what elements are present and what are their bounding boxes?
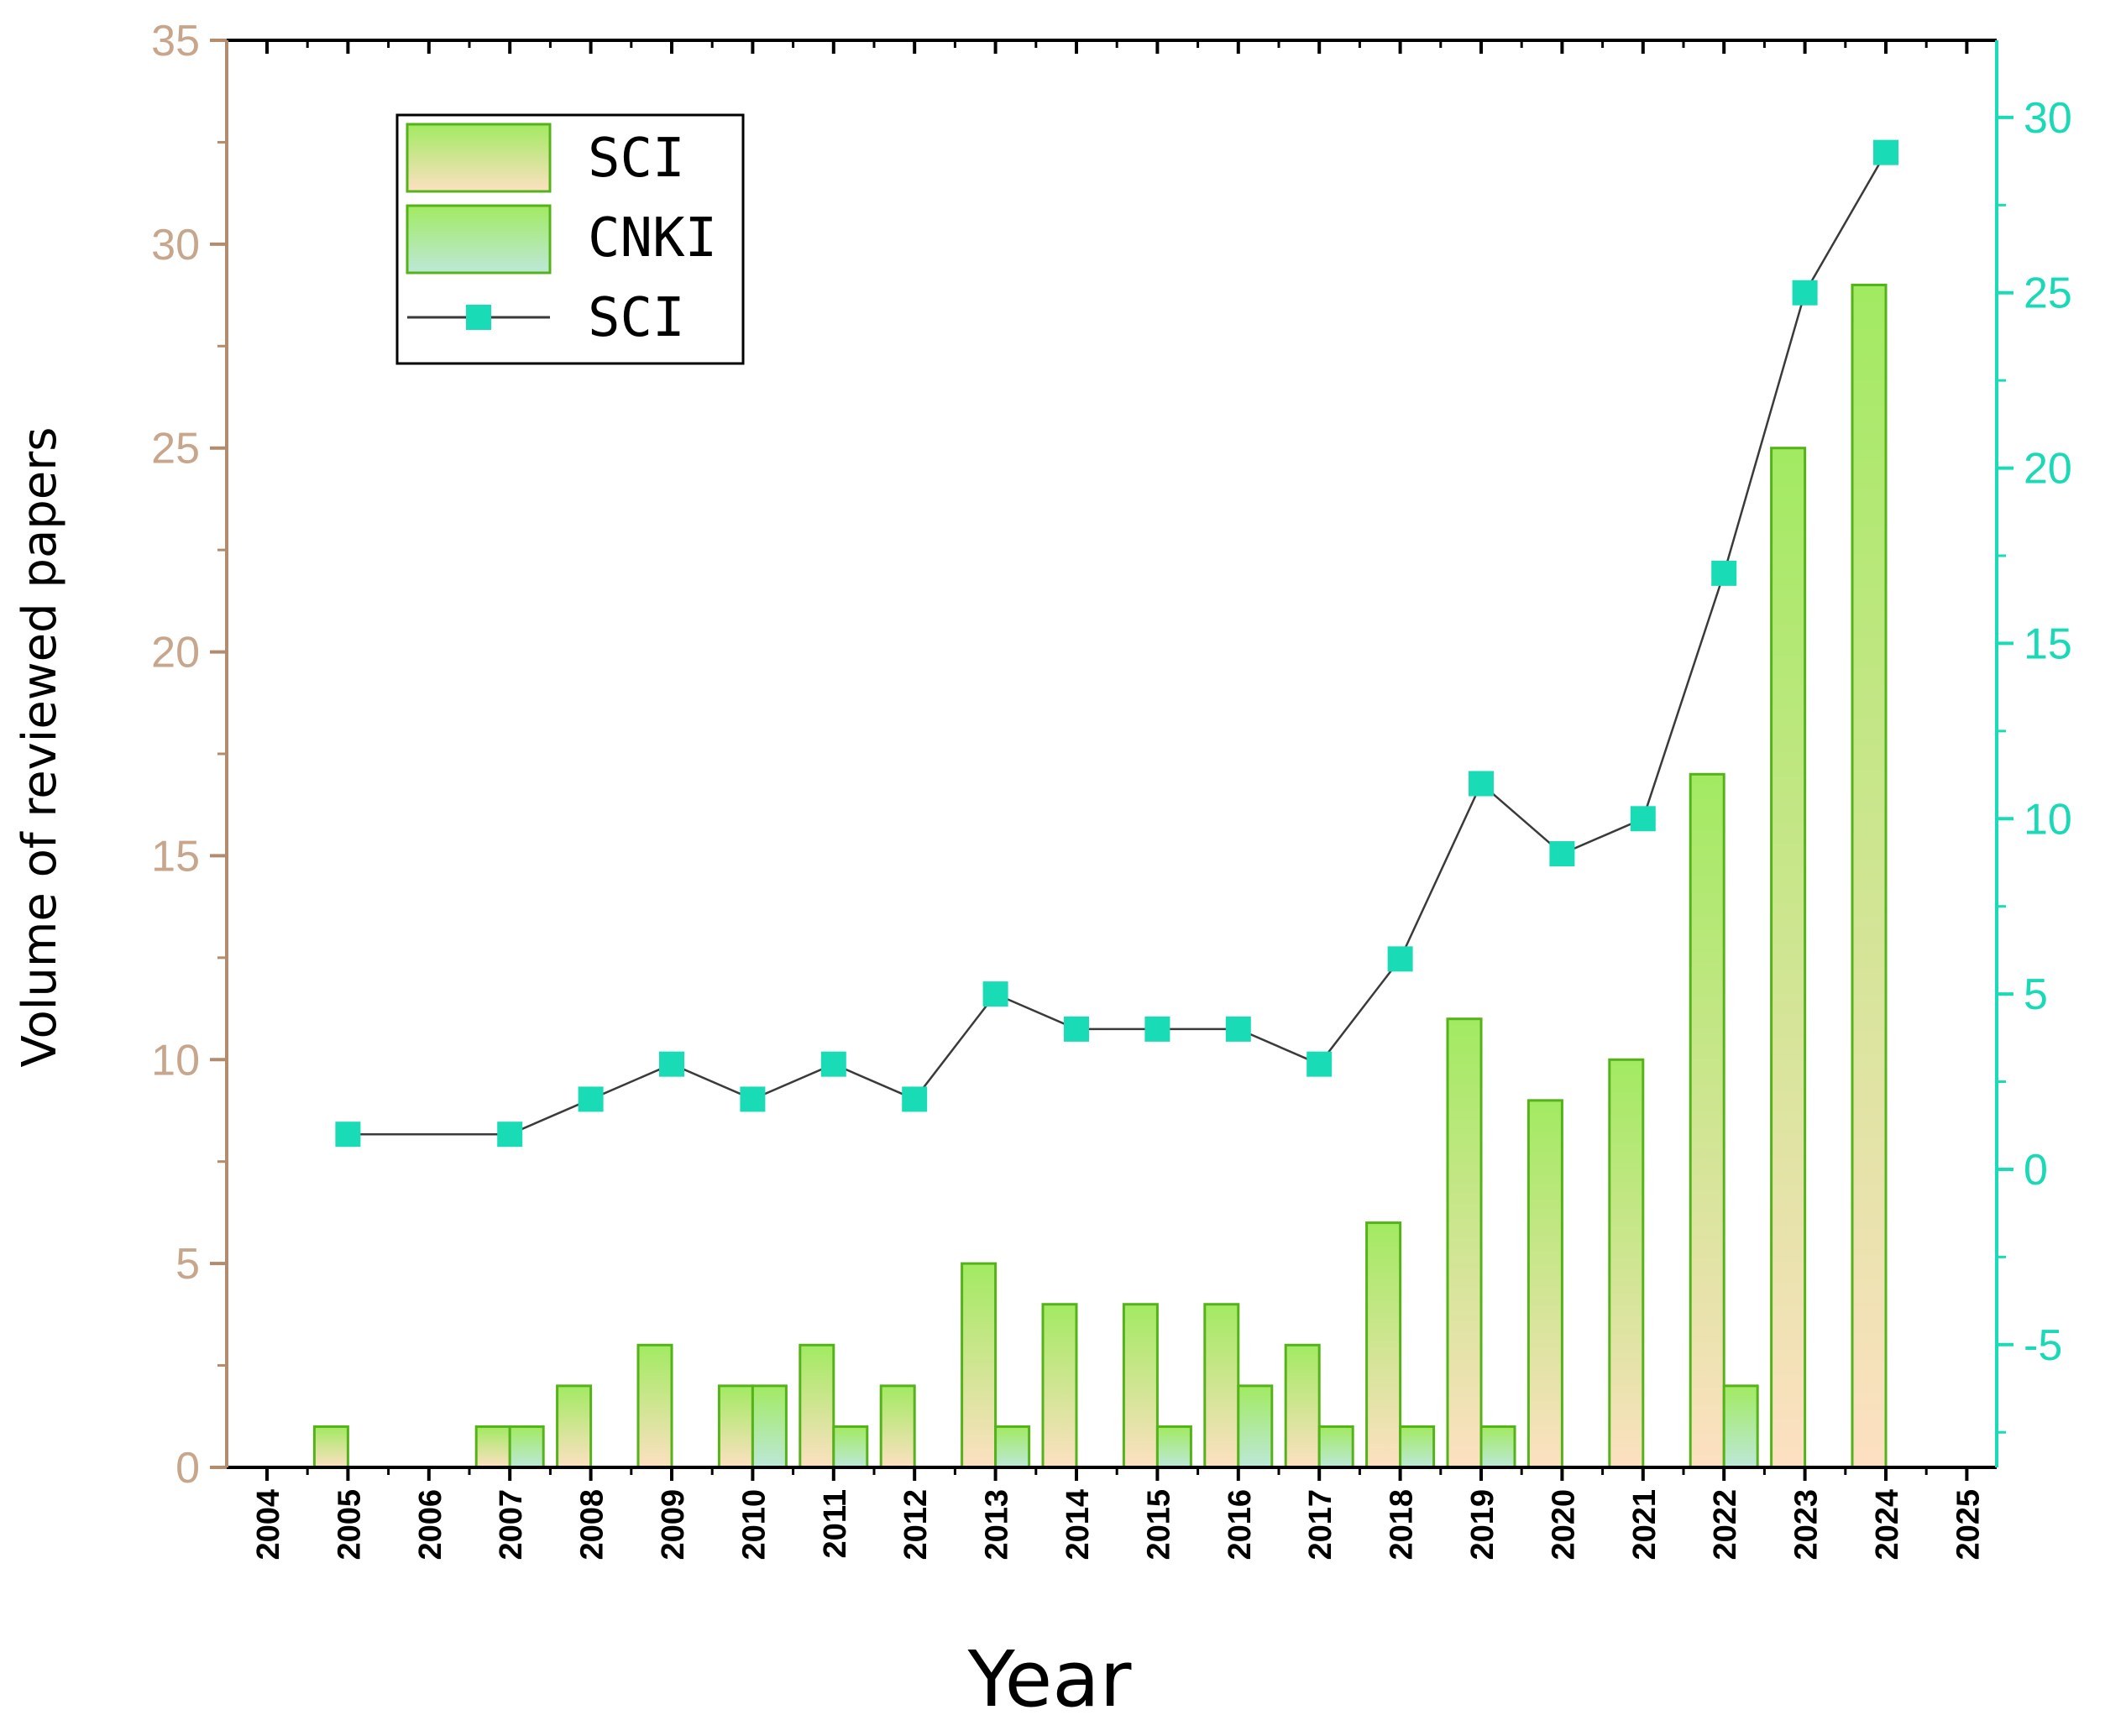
marker-sci-2014 <box>1064 1016 1089 1042</box>
x-axis-title: Year <box>967 1634 1132 1724</box>
bar-sci-2021 <box>1608 1058 1645 1469</box>
bar-cnki-2022 <box>1722 1384 1759 1469</box>
bar-sci-2018 <box>1365 1221 1402 1469</box>
x-tick-label-2021: 2021 <box>1627 1489 1663 1561</box>
bar-cnki-2011 <box>832 1425 869 1469</box>
y2-tick-label-20: 20 <box>2024 445 2072 494</box>
legend: SCI CNKI SCI <box>395 113 745 365</box>
bar-sci-2020 <box>1526 1099 1563 1469</box>
legend-label-cnki-bar: CNKI <box>588 207 717 269</box>
marker-sci-2016 <box>1225 1016 1251 1042</box>
marker-sci-2013 <box>982 981 1008 1007</box>
y-tick-label-15: 15 <box>151 832 200 881</box>
bar-cnki-2007 <box>508 1425 545 1469</box>
marker-sci-2015 <box>1144 1016 1170 1042</box>
x-tick-label-2008: 2008 <box>575 1489 610 1561</box>
legend-label-sci-line: SCI <box>588 287 685 349</box>
bar-cnki-2010 <box>751 1384 788 1469</box>
y2-tick-label--5: -5 <box>2024 1321 2062 1370</box>
y-tick-label-20: 20 <box>151 629 200 677</box>
y-axis-title: Volume of reviewed papers <box>13 427 67 1068</box>
x-tick-label-2022: 2022 <box>1708 1489 1743 1561</box>
marker-sci-2008 <box>578 1086 604 1112</box>
legend-swatch-sci-marker <box>466 305 491 330</box>
y-tick-label-25: 25 <box>151 425 200 473</box>
y-tick-label-30: 30 <box>151 221 200 269</box>
bar-cnki-2017 <box>1317 1425 1354 1469</box>
x-tick-label-2005: 2005 <box>332 1489 367 1561</box>
x-tick-label-2016: 2016 <box>1223 1489 1258 1561</box>
marker-sci-2023 <box>1792 280 1818 306</box>
x-tick-label-2018: 2018 <box>1385 1489 1420 1561</box>
marker-sci-2020 <box>1549 841 1575 867</box>
bar-sci-2014 <box>1041 1303 1078 1469</box>
x-tick-label-2025: 2025 <box>1951 1489 1986 1561</box>
y-tick-label-5: 5 <box>175 1240 200 1289</box>
bar-sci-2013 <box>961 1262 998 1469</box>
x-tick-label-2004: 2004 <box>251 1489 286 1561</box>
marker-sci-2005 <box>335 1122 361 1148</box>
x-tick-label-2023: 2023 <box>1789 1489 1825 1561</box>
y2-tick-label-10: 10 <box>2024 795 2072 844</box>
x-tick-label-2012: 2012 <box>898 1489 934 1561</box>
y-tick-label-35: 35 <box>151 17 200 65</box>
marker-sci-2009 <box>659 1051 684 1077</box>
bar-sci-2008 <box>556 1384 593 1469</box>
y-tick-label-10: 10 <box>151 1036 200 1085</box>
marker-sci-2024 <box>1873 139 1898 165</box>
bar-cnki-2016 <box>1237 1384 1274 1469</box>
bar-cnki-2013 <box>994 1425 1031 1469</box>
bar-sci-2009 <box>636 1343 673 1469</box>
marker-sci-2019 <box>1469 771 1494 797</box>
x-tick-label-2014: 2014 <box>1060 1489 1096 1561</box>
legend-swatch-cnki-bar <box>406 204 552 275</box>
x-tick-label-2009: 2009 <box>656 1489 691 1561</box>
x-tick-label-2006: 2006 <box>413 1489 448 1561</box>
marker-sci-2018 <box>1387 946 1413 972</box>
x-tick-label-2013: 2013 <box>980 1489 1015 1561</box>
bar-sci-2017 <box>1284 1343 1321 1469</box>
marker-sci-2012 <box>902 1086 928 1112</box>
marker-sci-2017 <box>1306 1051 1333 1077</box>
marker-sci-2011 <box>820 1051 846 1077</box>
bar-sci-2005 <box>312 1425 349 1469</box>
x-tick-label-2007: 2007 <box>494 1489 529 1561</box>
bar-sci-2016 <box>1203 1303 1240 1469</box>
y2-tick-label-30: 30 <box>2024 94 2072 143</box>
x-tick-label-2024: 2024 <box>1870 1489 1905 1561</box>
marker-sci-2022 <box>1711 560 1737 586</box>
y2-tick-label-15: 15 <box>2024 620 2072 668</box>
x-tick-label-2019: 2019 <box>1465 1489 1500 1561</box>
marker-sci-2010 <box>740 1086 766 1112</box>
x-tick-label-2010: 2010 <box>736 1489 772 1561</box>
y2-tick-label-5: 5 <box>2024 970 2048 1019</box>
y2-tick-label-25: 25 <box>2024 269 2072 318</box>
x-tick-label-2015: 2015 <box>1141 1489 1176 1561</box>
legend-label-sci-bar: SCI <box>588 128 685 190</box>
y2-tick-label-0: 0 <box>2024 1146 2048 1195</box>
bar-cnki-2015 <box>1155 1425 1192 1469</box>
bar-sci-2010 <box>717 1384 754 1469</box>
bar-cnki-2018 <box>1399 1425 1436 1469</box>
bar-cnki-2019 <box>1479 1425 1516 1469</box>
bar-sci-2023 <box>1770 447 1807 1469</box>
marker-sci-2007 <box>497 1122 523 1148</box>
bar-sci-2007 <box>474 1425 511 1469</box>
bar-sci-2024 <box>1851 283 1888 1469</box>
marker-sci-2021 <box>1630 806 1656 832</box>
bar-sci-2019 <box>1446 1017 1483 1469</box>
x-tick-label-2017: 2017 <box>1303 1489 1338 1561</box>
x-tick-label-2011: 2011 <box>818 1489 853 1558</box>
legend-swatch-sci-bar <box>406 123 552 193</box>
bar-sci-2022 <box>1689 772 1725 1469</box>
y-tick-label-0: 0 <box>175 1444 200 1493</box>
x-tick-label-2020: 2020 <box>1546 1489 1581 1561</box>
bar-sci-2012 <box>879 1384 916 1469</box>
bar-sci-2011 <box>799 1343 835 1469</box>
bar-sci-2015 <box>1122 1303 1159 1469</box>
